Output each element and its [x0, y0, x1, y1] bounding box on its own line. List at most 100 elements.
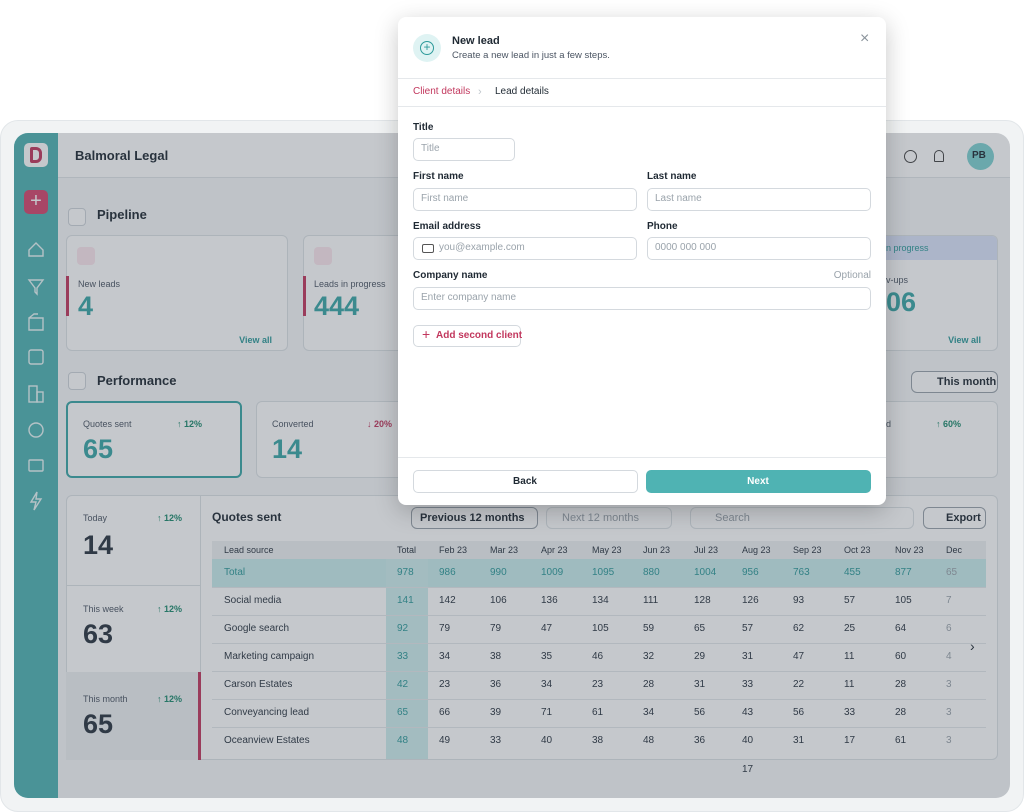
help-icon[interactable] [904, 150, 917, 163]
cell: 79 [490, 623, 502, 634]
prev-label[interactable]: Previous 12 months [420, 512, 525, 524]
cell: 877 [895, 567, 912, 578]
search-box[interactable] [690, 507, 914, 529]
first-name-input[interactable] [413, 188, 637, 211]
cell: 990 [490, 567, 507, 578]
cell: 106 [490, 595, 507, 606]
cell: 1004 [694, 567, 717, 578]
search-placeholder[interactable]: Search [715, 512, 750, 524]
perf-card[interactable] [256, 401, 416, 478]
add-client-label[interactable]: Add second client [436, 330, 523, 341]
cell: 17 [844, 735, 856, 746]
field-label: Phone [647, 221, 678, 232]
cell: 36 [694, 735, 706, 746]
field-label: First name [413, 171, 464, 182]
column-header: Lead source [224, 545, 274, 555]
scroll-right[interactable]: › [970, 638, 975, 654]
placeholder[interactable]: Title [421, 143, 440, 154]
row-label: Carson Estates [224, 679, 293, 690]
view-all-link[interactable]: View all [948, 335, 981, 345]
total-col-bg [386, 559, 428, 759]
table-head [212, 541, 986, 559]
cell: 142 [439, 595, 456, 606]
stat-accent [198, 672, 201, 760]
field-label: Company name [413, 270, 488, 281]
cell: 763 [793, 567, 810, 578]
period-button[interactable] [911, 371, 998, 393]
card-value: 444 [314, 291, 360, 321]
export-button[interactable] [923, 507, 986, 529]
cell: 105 [592, 623, 609, 634]
cell: 42 [397, 679, 409, 690]
row-label: Social media [224, 595, 282, 606]
next-label[interactable]: Next 12 months [562, 512, 640, 524]
tab[interactable]: Lead details [495, 86, 549, 97]
tab[interactable]: Client details [413, 86, 471, 97]
company-input[interactable] [413, 287, 871, 310]
cell: 956 [742, 567, 759, 578]
cell: 29 [694, 651, 706, 662]
optional-hint: Optional [833, 270, 871, 281]
stat-change: ↑ 12% [156, 694, 182, 704]
row-label: Oceanview Estates [224, 735, 310, 746]
back-button[interactable] [413, 470, 638, 493]
cell: 28 [895, 707, 907, 718]
card-tag: n progress [886, 243, 929, 253]
mail-icon [422, 244, 434, 253]
view-all-link[interactable]: View all [239, 335, 272, 345]
back-label[interactable]: Back [513, 476, 537, 487]
placeholder[interactable]: 0000 000 000 [655, 242, 717, 253]
close-button[interactable]: × [860, 30, 870, 47]
divider [398, 78, 886, 79]
cell: 79 [439, 623, 451, 634]
cell: 59 [643, 623, 655, 634]
export-label[interactable]: Export [946, 512, 981, 524]
placeholder[interactable]: Last name [655, 193, 702, 204]
row-line [212, 699, 986, 700]
sidebar-icons [27, 242, 45, 511]
next-button[interactable] [546, 507, 672, 529]
cell: 105 [895, 595, 912, 606]
stat-label: This month [83, 694, 128, 704]
last-name-input[interactable] [647, 188, 871, 211]
column-header: Apr 23 [541, 545, 568, 555]
cell: 64 [895, 623, 907, 634]
total-row-bg [212, 559, 986, 587]
placeholder[interactable]: First name [421, 193, 469, 204]
cell: 1095 [592, 567, 615, 578]
perf-card[interactable] [66, 401, 242, 478]
period-label[interactable]: This month [937, 376, 997, 388]
cell: 141 [397, 595, 414, 606]
cell: 56 [793, 707, 805, 718]
bell-icon[interactable] [934, 150, 944, 162]
brand: Balmoral Legal [75, 148, 169, 163]
column-header: Sep 23 [793, 545, 822, 555]
row-label: Google search [224, 623, 290, 634]
avatar-initials[interactable]: PB [972, 150, 986, 161]
card-accent [303, 276, 306, 316]
cell: 17 [742, 764, 754, 775]
stat-value: 65 [83, 709, 114, 739]
avatar[interactable] [967, 143, 994, 170]
column-header: Feb 23 [439, 545, 468, 555]
cell: 61 [895, 735, 907, 746]
placeholder[interactable]: Enter company name [421, 292, 517, 303]
cell: 4 [946, 651, 952, 662]
email-input[interactable] [413, 237, 637, 260]
placeholder[interactable]: you@example.com [439, 242, 525, 253]
prev-button[interactable] [411, 507, 538, 529]
next-button[interactable] [646, 470, 871, 493]
divider [66, 585, 200, 586]
row-line [212, 643, 986, 644]
add-button[interactable]: + [24, 190, 48, 214]
title-select[interactable] [413, 138, 515, 161]
field-label: Email address [413, 221, 481, 232]
phone-input[interactable] [647, 237, 871, 260]
next-label[interactable]: Next [747, 476, 769, 487]
cell: 11 [844, 679, 855, 690]
modal-icon: + [413, 34, 441, 62]
cell: 47 [541, 623, 553, 634]
cell: 57 [742, 623, 754, 634]
add-client-button[interactable] [413, 325, 521, 347]
cell: 43 [742, 707, 754, 718]
